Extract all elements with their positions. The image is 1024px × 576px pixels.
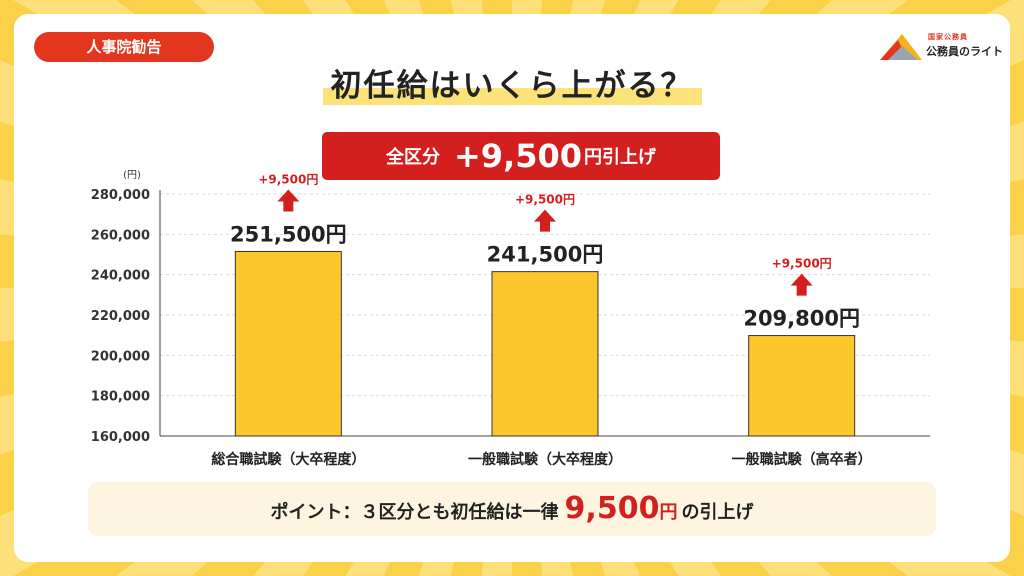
y-tick-label: 220,000 xyxy=(91,309,150,324)
bar-value-label: 209,800円 xyxy=(743,307,860,331)
bar xyxy=(748,335,856,437)
y-tick-label: 260,000 xyxy=(91,228,150,243)
mountain-logo-icon xyxy=(880,34,922,60)
banner-amount: +9,500 xyxy=(453,137,583,175)
increase-label: +9,500円 xyxy=(515,193,575,207)
increase-label: +9,500円 xyxy=(258,172,318,186)
category-label: 一般職試験（高卒者） xyxy=(732,451,872,468)
bar-value-label: 241,500円 xyxy=(487,243,604,267)
logo-small-text: 国家公務員 xyxy=(928,33,968,41)
y-tick-label: 240,000 xyxy=(91,269,150,284)
point-yen: 円 xyxy=(659,502,678,523)
increase-banner: 全区分 +9,500 円 引上げ xyxy=(322,132,720,180)
category-label: 一般職試験（大卒程度） xyxy=(468,451,622,468)
increase-arrow-icon xyxy=(534,209,556,232)
increase-arrow-icon xyxy=(790,273,813,296)
y-tick-label: 180,000 xyxy=(91,390,150,405)
category-tag: 人事院勧告 xyxy=(34,32,214,62)
banner-yen: 円 xyxy=(584,147,603,168)
point-prefix: ポイント：３区分とも初任給は一律 xyxy=(270,502,559,523)
y-unit-label: (円) xyxy=(123,170,141,181)
y-tick-label: 160,000 xyxy=(91,430,150,445)
bar-value-label: 251,500円 xyxy=(230,222,347,246)
y-tick-label: 280,000 xyxy=(91,188,150,203)
point-box: ポイント：３区分とも初任給は一律 9,500 円 の引上げ xyxy=(88,482,936,536)
point-amount: 9,500 xyxy=(564,491,660,526)
increase-label: +9,500円 xyxy=(772,257,832,271)
logo-text: 公務員のライト xyxy=(926,45,1003,58)
brand-logo: 国家公務員 公務員のライト xyxy=(878,32,1003,62)
page-title: 初任給はいくら上がる？ xyxy=(322,60,702,105)
increase-arrow-icon xyxy=(277,189,300,212)
banner-suffix: 引上げ xyxy=(602,147,657,168)
bar xyxy=(234,250,342,437)
banner-prefix: 全区分 xyxy=(385,147,440,168)
bar xyxy=(491,271,599,437)
y-tick-label: 200,000 xyxy=(91,349,150,364)
title-area: 初任給はいくら上がる？ xyxy=(0,60,1024,105)
point-suffix: の引上げ xyxy=(681,502,754,523)
category-label: 総合職試験（大卒程度） xyxy=(211,451,365,468)
